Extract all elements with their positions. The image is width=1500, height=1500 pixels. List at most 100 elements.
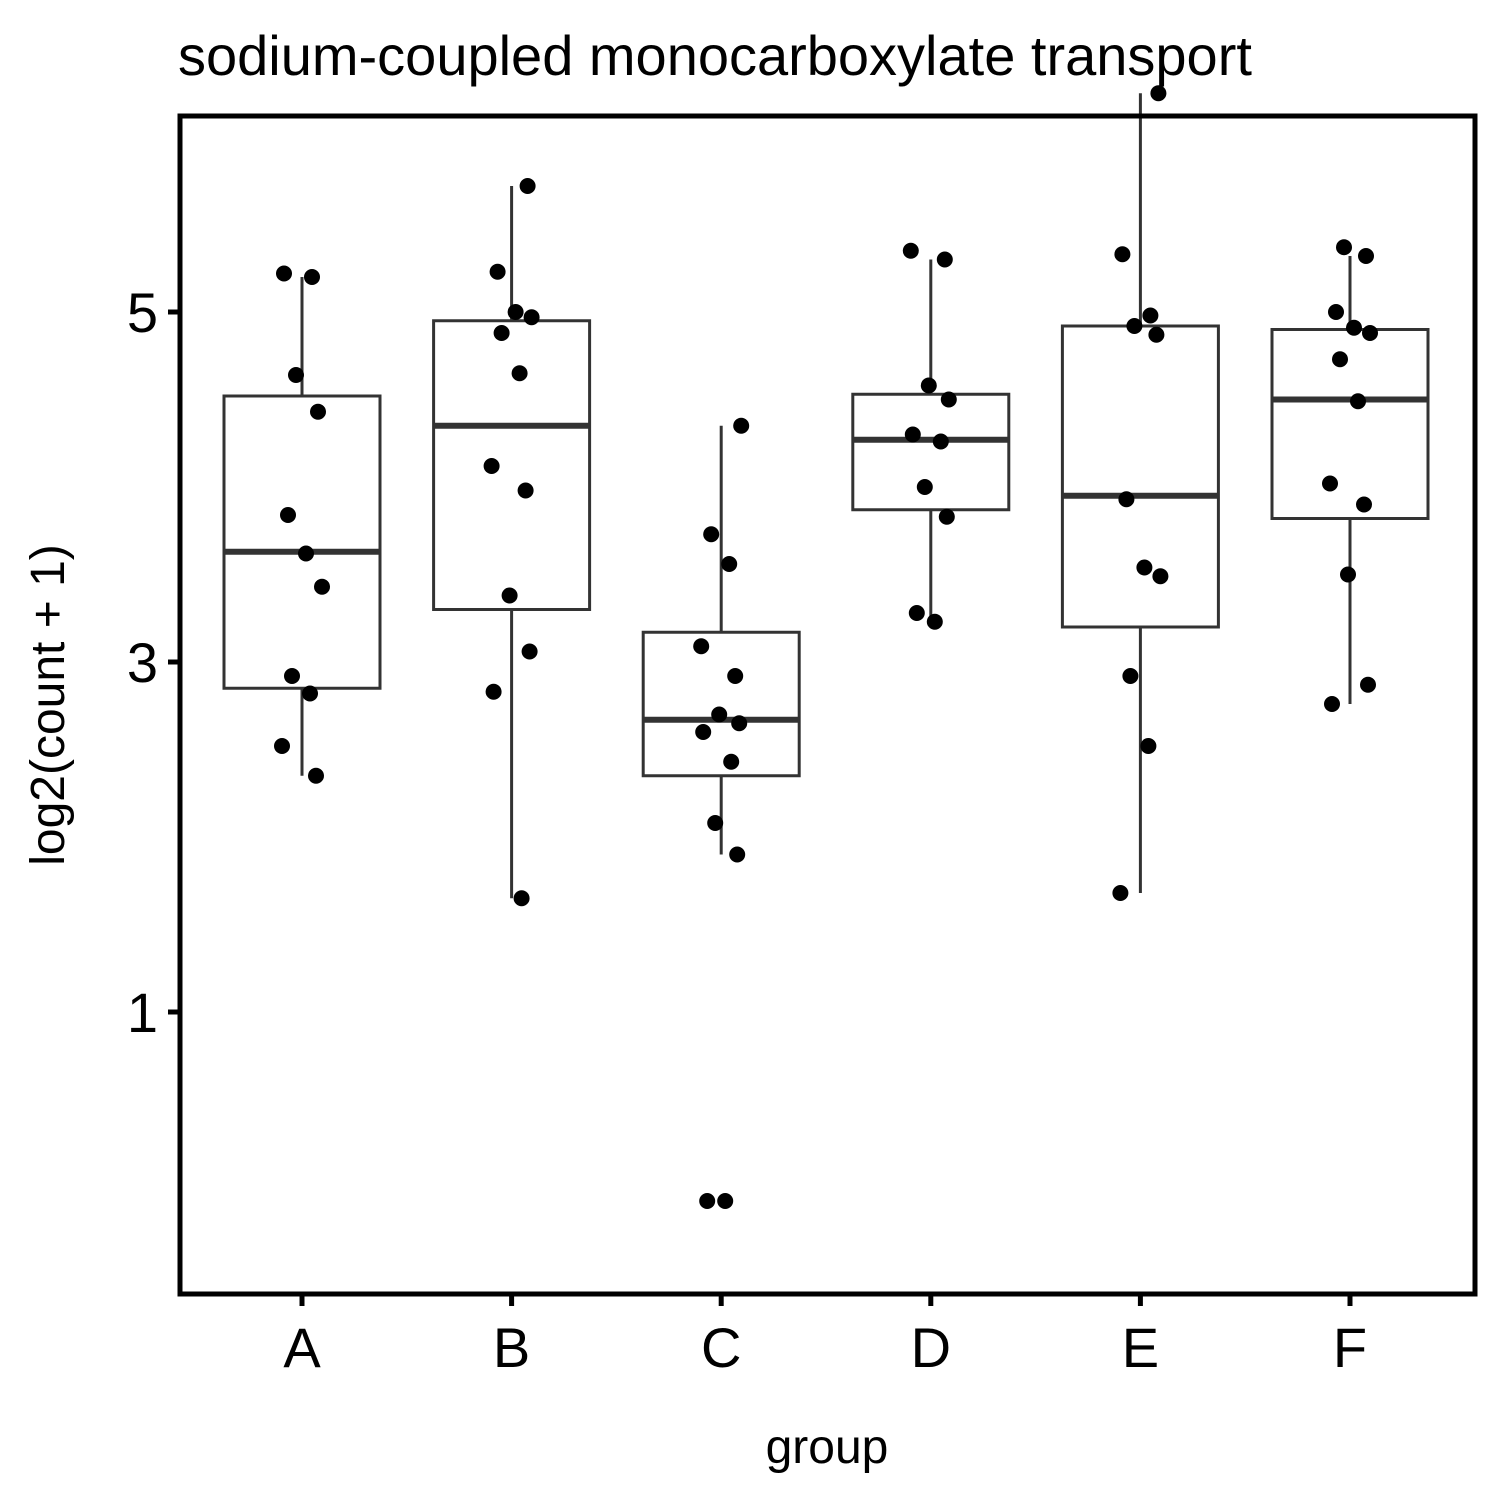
points-B (483, 178, 540, 907)
box-iqr-C (641, 630, 801, 778)
box-iqr-A (222, 394, 382, 690)
box-A (222, 277, 382, 776)
point-B-0 (519, 178, 536, 194)
point-C-5 (711, 706, 728, 723)
point-A-6 (314, 578, 330, 595)
box-iqr-B (432, 319, 592, 611)
point-C-12 (717, 1193, 734, 1209)
x-tick-label-C: C (701, 1316, 741, 1379)
points-E (1112, 85, 1169, 901)
point-E-3 (1126, 318, 1143, 334)
point-C-10 (729, 846, 746, 863)
box-F (1270, 256, 1430, 704)
point-D-7 (938, 508, 955, 525)
box-iqr-D (851, 392, 1011, 512)
point-C-3 (693, 638, 710, 655)
point-A-1 (304, 269, 320, 285)
point-B-8 (501, 587, 518, 604)
point-B-7 (517, 482, 534, 499)
point-C-11 (699, 1193, 716, 1209)
point-F-6 (1350, 393, 1366, 410)
point-D-9 (926, 613, 943, 630)
point-C-0 (733, 417, 750, 434)
point-B-9 (521, 643, 538, 660)
point-B-2 (507, 304, 524, 320)
point-E-6 (1136, 559, 1153, 576)
point-C-1 (703, 526, 720, 543)
point-A-8 (302, 685, 318, 702)
box-B (432, 186, 592, 899)
point-B-10 (485, 683, 502, 700)
point-A-0 (276, 265, 292, 282)
point-D-0 (902, 242, 919, 259)
x-tick-label-D: D (911, 1316, 951, 1379)
point-F-9 (1340, 566, 1356, 583)
box-D (851, 259, 1011, 619)
point-C-2 (721, 556, 738, 572)
point-C-4 (727, 668, 744, 684)
point-C-7 (695, 724, 712, 740)
point-F-0 (1336, 239, 1352, 256)
point-D-6 (916, 479, 933, 495)
y-axis-title: log2(count + 1) (22, 544, 75, 866)
point-D-8 (908, 605, 925, 621)
y-tick-label-3: 3 (127, 631, 158, 694)
points-A (274, 265, 330, 784)
box-iqr-E (1060, 324, 1220, 629)
point-C-8 (723, 753, 740, 770)
point-A-5 (298, 545, 314, 562)
x-tick-label-E: E (1122, 1316, 1159, 1379)
box-E (1060, 93, 1220, 893)
plot-area (222, 85, 1430, 1209)
points-D (902, 242, 957, 630)
point-F-4 (1362, 325, 1378, 341)
point-B-5 (511, 365, 528, 382)
point-B-11 (513, 890, 530, 907)
point-C-9 (707, 815, 724, 831)
point-F-2 (1328, 304, 1344, 320)
point-E-7 (1152, 568, 1169, 585)
y-tick-label-5: 5 (127, 281, 158, 344)
box-C (641, 425, 801, 855)
point-F-11 (1324, 696, 1340, 712)
point-A-9 (274, 738, 290, 754)
point-F-3 (1346, 319, 1362, 336)
points-F (1322, 239, 1378, 712)
point-D-4 (904, 426, 921, 443)
x-tick-label-F: F (1333, 1316, 1367, 1379)
point-B-3 (523, 309, 540, 326)
plot-panel-border (177, 113, 1478, 1297)
y-axis: 1 3 5 (127, 281, 180, 1044)
point-F-5 (1332, 351, 1348, 368)
point-E-10 (1112, 885, 1129, 901)
point-A-4 (280, 507, 296, 523)
point-C-6 (731, 715, 748, 732)
point-F-8 (1356, 496, 1372, 513)
point-B-1 (489, 263, 506, 280)
point-D-3 (940, 391, 957, 408)
point-B-4 (493, 325, 510, 341)
point-E-8 (1122, 668, 1139, 684)
point-E-1 (1114, 246, 1131, 263)
point-D-5 (932, 433, 949, 450)
point-F-10 (1360, 676, 1376, 693)
point-A-2 (288, 367, 304, 383)
point-D-2 (920, 377, 937, 394)
x-axis: A B C D E F (283, 1294, 1367, 1379)
point-F-1 (1358, 248, 1374, 264)
x-tick-label-B: B (493, 1316, 530, 1379)
chart-title: sodium-coupled monocarboxylate transport (178, 24, 1252, 87)
x-axis-title: group (766, 1421, 889, 1474)
point-E-2 (1142, 307, 1159, 324)
point-D-1 (936, 251, 953, 268)
point-A-7 (284, 668, 300, 684)
point-E-9 (1140, 738, 1157, 754)
point-B-6 (483, 458, 500, 474)
point-E-0 (1150, 85, 1167, 102)
point-E-5 (1118, 491, 1135, 508)
y-tick-label-1: 1 (127, 981, 158, 1044)
point-A-3 (310, 403, 326, 420)
point-E-4 (1148, 326, 1165, 343)
points-C (693, 417, 750, 1209)
